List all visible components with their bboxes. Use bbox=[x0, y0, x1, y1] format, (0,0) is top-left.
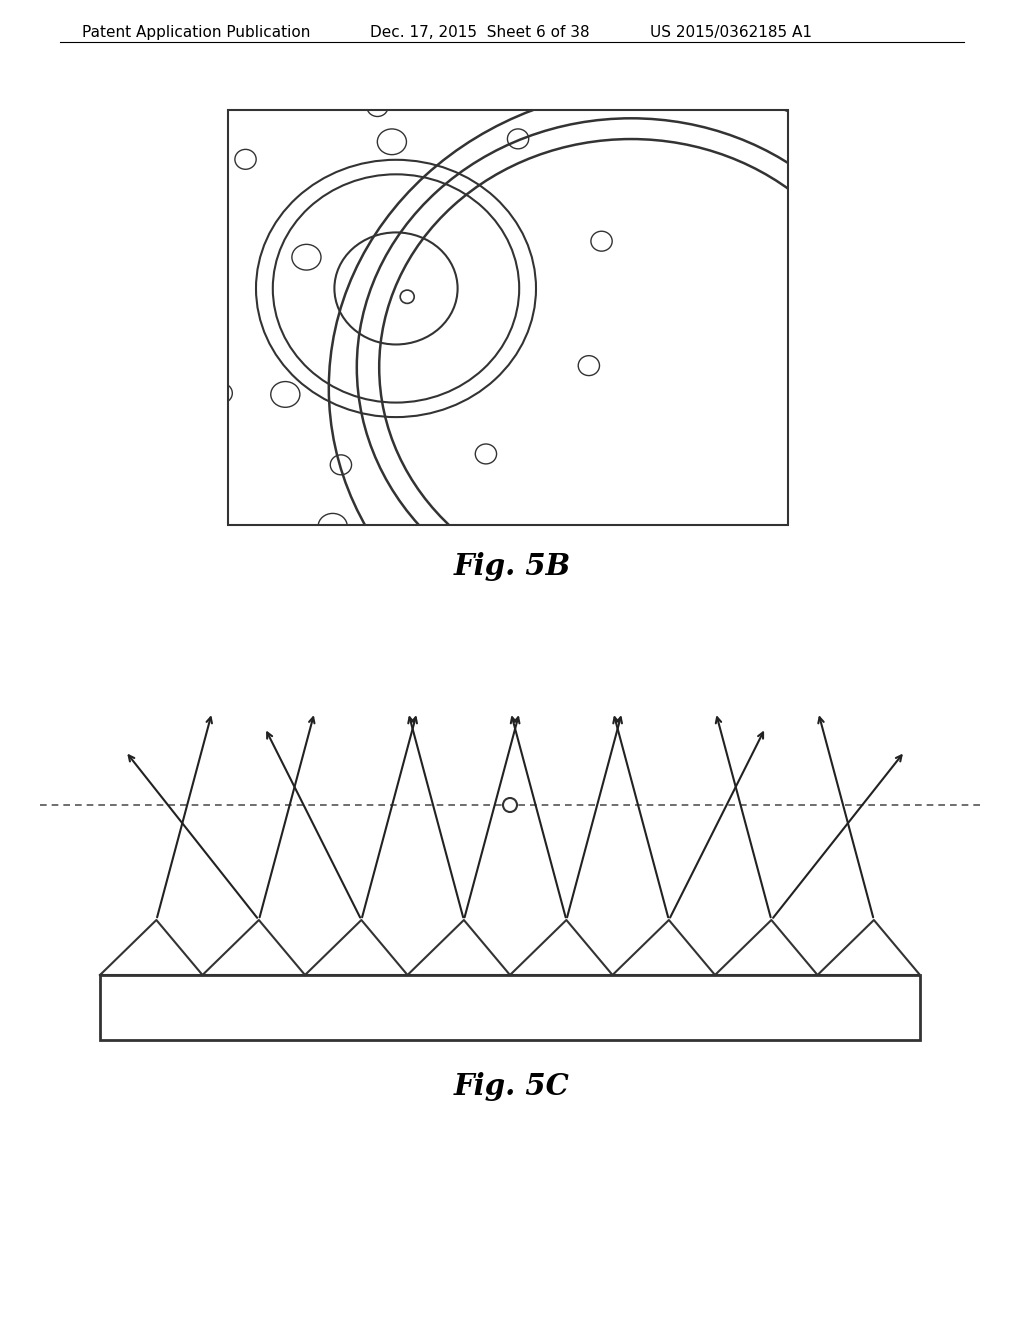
Polygon shape bbox=[715, 920, 817, 975]
Polygon shape bbox=[305, 920, 408, 975]
Polygon shape bbox=[510, 920, 612, 975]
Polygon shape bbox=[817, 920, 920, 975]
Text: Fig. 5C: Fig. 5C bbox=[454, 1072, 570, 1101]
Polygon shape bbox=[100, 920, 203, 975]
Text: Dec. 17, 2015  Sheet 6 of 38: Dec. 17, 2015 Sheet 6 of 38 bbox=[370, 25, 590, 40]
Bar bbox=[100, 975, 920, 1040]
Text: US 2015/0362185 A1: US 2015/0362185 A1 bbox=[650, 25, 812, 40]
Circle shape bbox=[503, 799, 517, 812]
Bar bbox=[228, 110, 788, 525]
Polygon shape bbox=[408, 920, 510, 975]
Text: Patent Application Publication: Patent Application Publication bbox=[82, 25, 310, 40]
Polygon shape bbox=[612, 920, 715, 975]
Text: Fig. 5B: Fig. 5B bbox=[454, 552, 570, 581]
Polygon shape bbox=[203, 920, 305, 975]
